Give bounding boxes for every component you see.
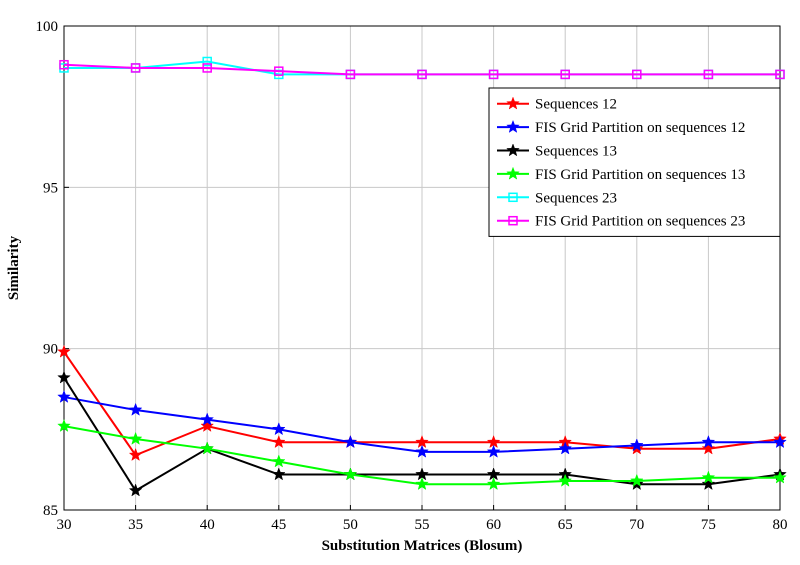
x-tick-label: 35 [128,517,143,533]
data-point [271,422,286,436]
series-line [63,63,780,76]
x-tick-label: 40 [200,517,215,533]
data-point [558,441,573,455]
legend-item: FIS Grid Partition on sequences 23 [497,214,745,230]
y-tick-label: 100 [36,19,59,35]
data-point [773,470,787,484]
legend-label: FIS Grid Partition on sequences 12 [535,120,745,136]
legend: Sequences 12 FIS Grid Partition on sequen… [488,87,781,237]
data-point [558,473,573,487]
x-axis-title: Substitution Matrices (Blosum) [322,538,523,554]
legend-item: Sequences 23 [497,190,617,206]
data-point [57,389,71,403]
data-point [629,438,644,452]
legend-label: FIS Grid Partition on sequences 23 [535,214,745,230]
data-point [274,66,284,76]
data-point [128,447,143,461]
series-6 [59,59,785,80]
x-tick-label: 60 [486,517,501,533]
data-point [703,69,714,80]
data-point [701,441,716,455]
data-point [343,435,358,449]
data-point [130,63,141,73]
data-point [488,69,499,80]
legend-marker [506,96,520,110]
series-2 [57,389,787,458]
x-tick-label: 30 [57,517,72,533]
data-point [701,476,716,491]
y-tick-label: 85 [43,503,58,519]
legend-item: FIS Grid Partition on sequences 12 [497,119,745,136]
data-point [486,476,501,491]
x-tick-label: 50 [343,517,358,533]
data-point [57,370,71,384]
data-point [202,63,212,73]
legend-box [488,87,781,237]
legend-label: Sequences 23 [535,190,617,206]
data-point [486,444,501,458]
data-point [560,69,570,80]
data-point [59,59,69,70]
data-point [200,418,215,432]
series-lines [57,56,787,497]
legend-marker [506,143,520,157]
legend-marker [506,166,520,180]
x-tick-label: 45 [271,517,286,533]
x-tick-label: 55 [415,517,430,533]
legend-item: FIS Grid Partition on sequences 13 [497,166,745,183]
data-point [701,435,716,449]
legend-marker [508,215,518,226]
data-point [415,444,429,458]
data-point [57,344,71,358]
legend-label: Sequences 12 [535,97,617,113]
data-point [632,69,642,80]
data-point [629,473,644,487]
legend-label: FIS Grid Partition on sequences 13 [535,167,745,183]
data-point [271,435,286,449]
series-4 [57,418,787,491]
legend-item: Sequences 12 [497,96,617,113]
y-axis-title: Similarity [6,235,22,300]
data-point [345,69,356,80]
x-tick-label: 75 [701,517,716,533]
data-point [128,483,143,497]
data-point [200,441,215,455]
data-point [415,476,429,491]
y-tick-label: 95 [43,180,58,196]
data-point [128,402,143,416]
data-point [343,467,358,481]
x-tick-label: 65 [558,517,573,533]
legend-item: Sequences 13 [497,143,617,160]
data-point [271,467,286,481]
data-point [773,435,787,449]
legend-marker [508,192,518,203]
data-point [128,431,143,445]
data-point [200,412,215,426]
data-point [202,56,212,67]
legend-label: Sequences 13 [535,144,617,160]
axis-ticks: 30 35 40 45 50 55 60 65 70 75 80 85 90 95 100 [36,19,788,533]
legend-marker [506,119,520,133]
data-point [775,69,785,80]
data-point [417,69,427,80]
y-tick-label: 90 [43,342,58,358]
x-tick-label: 80 [773,517,788,533]
x-tick-label: 70 [629,517,644,533]
data-point [701,470,716,484]
data-point [271,454,286,468]
data-point [57,418,71,432]
